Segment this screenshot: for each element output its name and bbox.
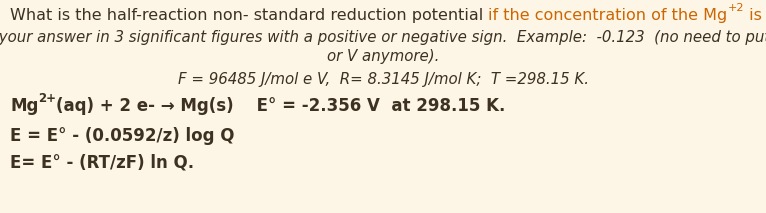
Text: or V anymore).: or V anymore). bbox=[327, 49, 439, 64]
Text: E= E° - (RT/zF) ln Q.: E= E° - (RT/zF) ln Q. bbox=[10, 153, 194, 171]
Text: +2: +2 bbox=[728, 3, 744, 13]
Text: (aq) + 2 e- → Mg(s)    E° = -2.356 V  at 298.15 K.: (aq) + 2 e- → Mg(s) E° = -2.356 V at 298… bbox=[57, 97, 506, 115]
Text: 2+: 2+ bbox=[38, 92, 57, 105]
Text: What is the half-reaction non- standard reduction potential: What is the half-reaction non- standard … bbox=[10, 8, 489, 23]
Text: F = 96485 J/mol e V,  R= 8.3145 J/mol K;  T =298.15 K.: F = 96485 J/mol e V, R= 8.3145 J/mol K; … bbox=[178, 72, 588, 87]
Text: E = E° - (0.0592/z) log Q: E = E° - (0.0592/z) log Q bbox=[10, 127, 234, 145]
Text: Mg: Mg bbox=[10, 97, 38, 115]
Text: is 0.100 M?: is 0.100 M? bbox=[744, 8, 766, 23]
Text: Write your answer in 3 significant figures with a positive or negative sign.  Ex: Write your answer in 3 significant figur… bbox=[0, 30, 766, 45]
Text: if the concentration of the Mg: if the concentration of the Mg bbox=[489, 8, 728, 23]
